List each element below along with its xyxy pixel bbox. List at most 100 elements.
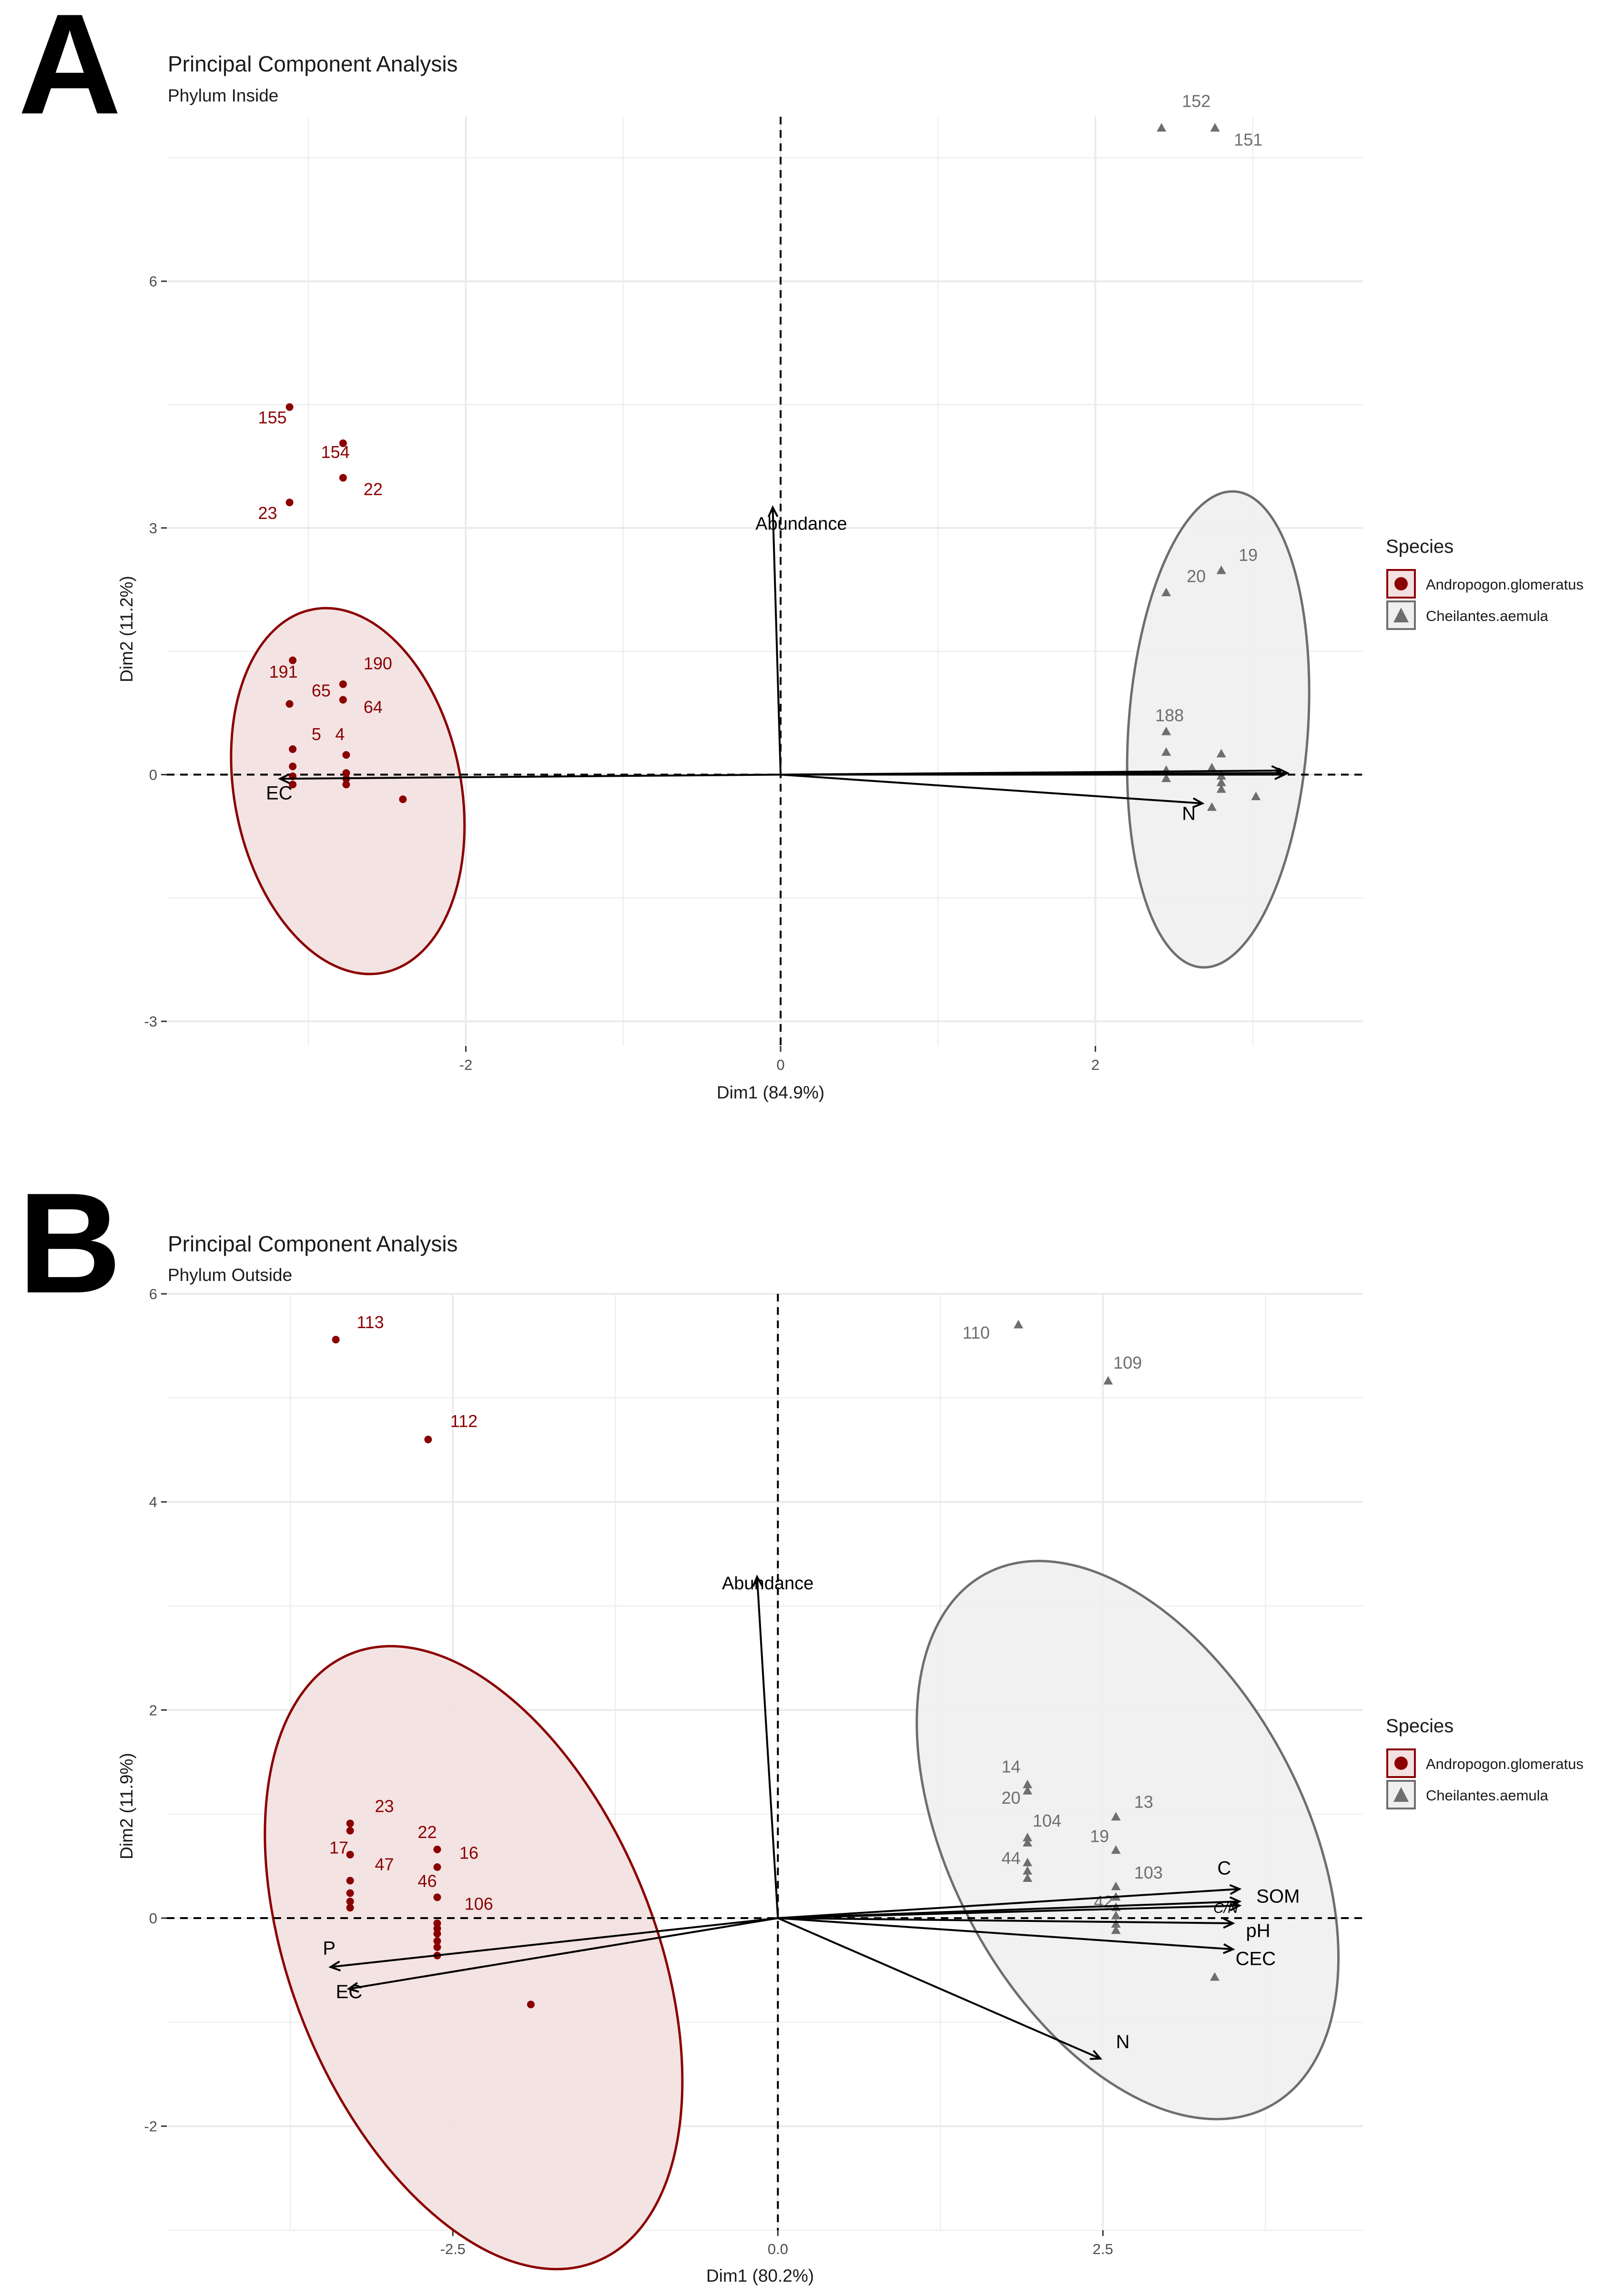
point-andropogon bbox=[289, 781, 297, 789]
point-andropogon bbox=[399, 795, 407, 803]
panel-b-subtitle: Phylum Outside bbox=[168, 1265, 292, 1285]
point-cheilantes bbox=[1111, 1910, 1121, 1920]
point-label-andropogon: 113 bbox=[356, 1312, 384, 1332]
variable-label: Abundance bbox=[755, 514, 847, 534]
point-andropogon bbox=[433, 1943, 441, 1951]
y-tick-label: -3 bbox=[144, 1013, 157, 1030]
point-label-andropogon: 23 bbox=[375, 1796, 394, 1816]
loading-arrow bbox=[767, 505, 782, 775]
point-label-andropogon: 191 bbox=[269, 662, 298, 681]
point-andropogon bbox=[346, 1898, 354, 1906]
point-cheilantes bbox=[1023, 1838, 1033, 1847]
panel-b: B Principal Component Analysis Phylum Ou… bbox=[18, 1163, 1584, 2286]
point-cheilantes bbox=[1207, 802, 1217, 811]
panel-letter-b: B bbox=[18, 1163, 122, 1323]
panel-b-xlabel: Dim1 (80.2%) bbox=[706, 2266, 814, 2286]
variable-label: pH bbox=[1246, 1920, 1270, 1941]
point-andropogon bbox=[346, 1819, 354, 1828]
panel-a-xlabel: Dim1 (84.9%) bbox=[717, 1083, 824, 1102]
point-label-andropogon: 23 bbox=[258, 503, 277, 523]
point-label-cheilantes: 109 bbox=[1113, 1353, 1142, 1372]
variable-label: P bbox=[323, 1938, 335, 1959]
point-label-cheilantes: 20 bbox=[1187, 567, 1206, 586]
point-andropogon bbox=[433, 1845, 441, 1853]
panel-a-title: Principal Component Analysis bbox=[168, 51, 458, 76]
variable-label: Abundance bbox=[722, 1574, 813, 1594]
point-label-andropogon: 47 bbox=[375, 1855, 394, 1874]
legend-swatch-cheilantes bbox=[1386, 1780, 1416, 1809]
point-cheilantes bbox=[1023, 1866, 1033, 1875]
loading-arrow bbox=[328, 1917, 778, 1971]
variable-label: C bbox=[1217, 1858, 1231, 1879]
legend-marker-circle bbox=[1394, 577, 1408, 590]
legend-label-cheilantes: Cheilantes.aemula bbox=[1426, 608, 1549, 624]
point-label-andropogon: 64 bbox=[364, 697, 383, 717]
point-andropogon bbox=[527, 2001, 535, 2009]
point-cheilantes bbox=[1023, 1779, 1033, 1788]
ellipse-cheilantes bbox=[915, 1560, 1340, 2121]
variable-label: SOM bbox=[1256, 1886, 1300, 1907]
point-cheilantes bbox=[1023, 1832, 1033, 1841]
point-andropogon bbox=[342, 751, 350, 759]
panel-b-ylabel: Dim2 (11.9%) bbox=[117, 1753, 136, 1859]
point-andropogon bbox=[285, 700, 294, 708]
point-label-cheilantes: 152 bbox=[1182, 91, 1210, 111]
point-andropogon bbox=[332, 1336, 340, 1344]
point-andropogon bbox=[339, 696, 347, 704]
loading-arrow bbox=[752, 1575, 779, 1919]
legend-label-cheilantes: Cheilantes.aemula bbox=[1426, 1787, 1549, 1804]
point-label-cheilantes: 19 bbox=[1090, 1827, 1109, 1846]
point-cheilantes bbox=[1161, 588, 1171, 597]
point-label-cheilantes: 151 bbox=[1234, 130, 1262, 149]
loading-arrow bbox=[346, 1917, 778, 1993]
legend-marker-circle bbox=[1394, 1757, 1408, 1770]
variable-label: N bbox=[1182, 803, 1196, 824]
panel-a-plot: -2 0 2 -3 0 3 6 155 154 22 23 191 190 65 64 5 4 152 151 19 2… bbox=[144, 91, 1363, 1073]
point-cheilantes bbox=[1023, 1873, 1033, 1882]
panel-a-subtitle: Phylum Inside bbox=[168, 86, 278, 105]
loading-arrow bbox=[778, 1900, 1242, 1919]
point-cheilantes bbox=[1161, 747, 1171, 756]
x-tick-label: -2 bbox=[459, 1057, 473, 1073]
point-cheilantes bbox=[1216, 784, 1226, 793]
point-cheilantes bbox=[1111, 1881, 1121, 1890]
variable-label: EC bbox=[336, 1981, 363, 2002]
point-cheilantes bbox=[1210, 123, 1220, 132]
loading-arrow bbox=[781, 769, 1287, 780]
point-andropogon bbox=[339, 439, 347, 447]
y-tick-label: 6 bbox=[149, 273, 157, 290]
point-andropogon bbox=[346, 1850, 354, 1859]
ellipse-andropogon bbox=[264, 1645, 684, 2270]
point-label-cheilantes: 110 bbox=[963, 1323, 990, 1342]
point-andropogon bbox=[342, 769, 350, 777]
x-tick-label: 0.0 bbox=[768, 2241, 788, 2257]
point-cheilantes bbox=[1023, 1858, 1033, 1867]
y-tick-label: 4 bbox=[149, 1494, 157, 1511]
point-cheilantes bbox=[1216, 565, 1226, 574]
point-andropogon bbox=[346, 1877, 354, 1885]
point-cheilantes bbox=[1216, 749, 1226, 758]
point-andropogon bbox=[285, 403, 294, 411]
legend-title: Species bbox=[1386, 536, 1453, 557]
point-label-cheilantes: 188 bbox=[1155, 705, 1184, 725]
point-cheilantes bbox=[1111, 1919, 1121, 1928]
loading-arrow bbox=[777, 1917, 1103, 2060]
y-tick-label: -2 bbox=[144, 2118, 157, 2135]
point-label-andropogon: 65 bbox=[312, 681, 331, 701]
legend-label-andropogon: Andropogon.glomeratus bbox=[1426, 1756, 1584, 1772]
point-cheilantes bbox=[1103, 1376, 1113, 1385]
variable-label: EC bbox=[266, 782, 293, 803]
point-label-cheilantes: 20 bbox=[1002, 1788, 1021, 1808]
point-label-andropogon: 190 bbox=[364, 654, 392, 673]
ellipse-andropogon bbox=[230, 607, 466, 975]
point-label-cheilantes: 103 bbox=[1134, 1863, 1163, 1882]
x-tick-label: 2 bbox=[1091, 1057, 1099, 1073]
point-andropogon bbox=[424, 1435, 432, 1443]
legend-title: Species bbox=[1386, 1716, 1453, 1737]
loading-arrow bbox=[780, 773, 1205, 808]
y-tick-label: 6 bbox=[149, 1286, 157, 1302]
y-tick-label: 2 bbox=[149, 1702, 157, 1718]
point-cheilantes bbox=[1023, 1786, 1033, 1795]
point-label-andropogon: 5 bbox=[312, 724, 321, 744]
